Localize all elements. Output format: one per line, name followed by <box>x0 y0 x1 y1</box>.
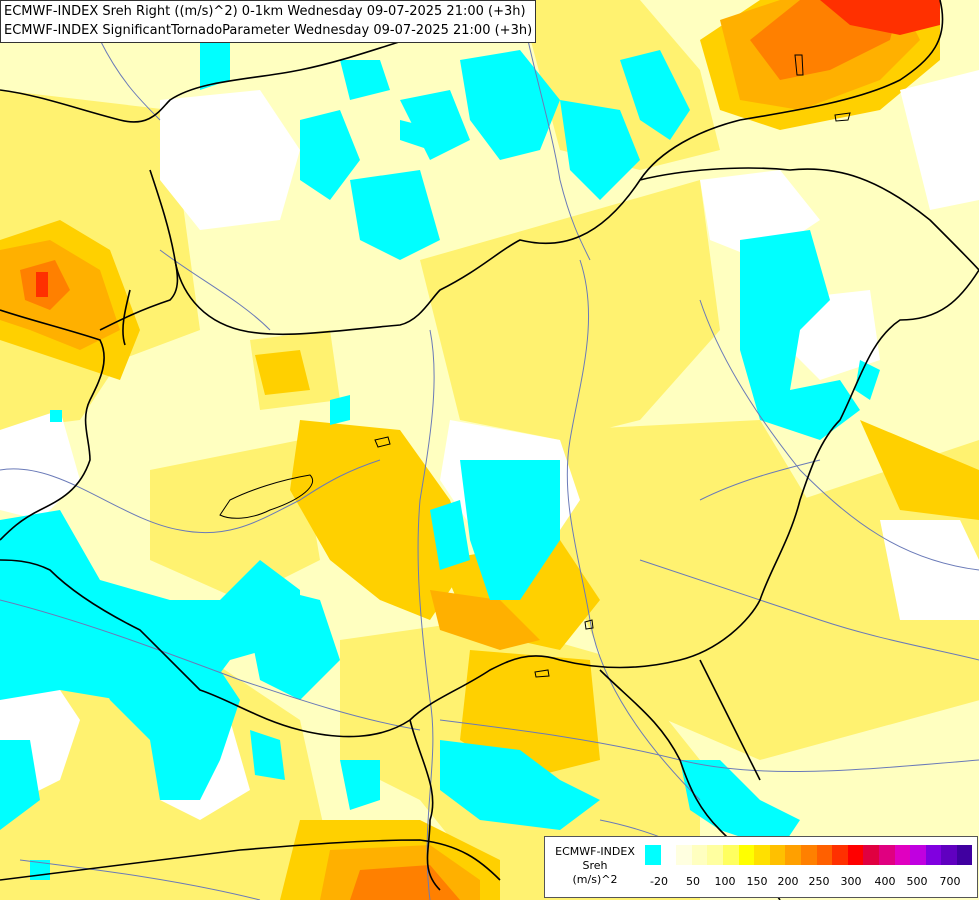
legend-swatch <box>660 845 677 865</box>
legend-tick-label: -20 <box>650 875 668 888</box>
legend-swatch <box>847 845 864 865</box>
legend-swatch <box>754 845 770 865</box>
legend-title: ECMWF-INDEX Sreh (m/s)^2 <box>549 845 641 887</box>
legend-swatch <box>676 845 692 865</box>
map-title-box: ECMWF-INDEX Sreh Right ((m/s)^2) 0-1km W… <box>0 0 537 43</box>
legend-tick-label: 400 <box>874 875 896 888</box>
legend-swatch <box>925 845 942 865</box>
lakes <box>219 54 851 678</box>
legend-tick-labels: -20 50 100 150 200 250 300 400 500 700 <box>645 875 975 889</box>
legend-tick-label: 250 <box>808 875 830 888</box>
legend-swatch <box>707 845 723 865</box>
sreh-cyan-field <box>0 30 880 880</box>
sreh-crimson-field <box>36 0 940 297</box>
legend-swatch <box>722 845 739 865</box>
legend-swatch <box>738 845 755 865</box>
legend-swatch <box>769 845 786 865</box>
legend-tick-label: 700 <box>939 875 961 888</box>
map-title-line-1: ECMWF-INDEX Sreh Right ((m/s)^2) 0-1km W… <box>4 4 526 19</box>
legend-source: ECMWF-INDEX <box>555 845 635 858</box>
legend-tick-label: 300 <box>840 875 862 888</box>
legend-tick-label: 50 <box>686 875 700 888</box>
legend-tick-label: 500 <box>906 875 928 888</box>
legend-swatch <box>691 845 708 865</box>
legend-tick-label: 200 <box>777 875 799 888</box>
legend-swatch <box>894 845 911 865</box>
legend-swatch <box>910 845 926 865</box>
legend-swatch <box>832 845 848 865</box>
legend-swatch <box>863 845 879 865</box>
legend-color-bar <box>645 845 973 865</box>
legend-swatch <box>941 845 957 865</box>
map-title-line-2: ECMWF-INDEX SignificantTornadoParameter … <box>4 23 533 38</box>
legend-swatch <box>956 845 973 865</box>
legend-swatch <box>816 845 833 865</box>
legend-unit: (m/s)^2 <box>572 873 618 886</box>
legend-parameter: Sreh <box>582 859 608 872</box>
color-legend: ECMWF-INDEX Sreh (m/s)^2 -20 50 100 150 200 2… <box>544 836 978 898</box>
legend-swatch <box>878 845 895 865</box>
legend-swatch <box>785 845 801 865</box>
legend-tick-label: 150 <box>746 875 768 888</box>
legend-swatch <box>800 845 817 865</box>
legend-tick-label: 100 <box>714 875 736 888</box>
legend-swatch <box>645 845 661 865</box>
